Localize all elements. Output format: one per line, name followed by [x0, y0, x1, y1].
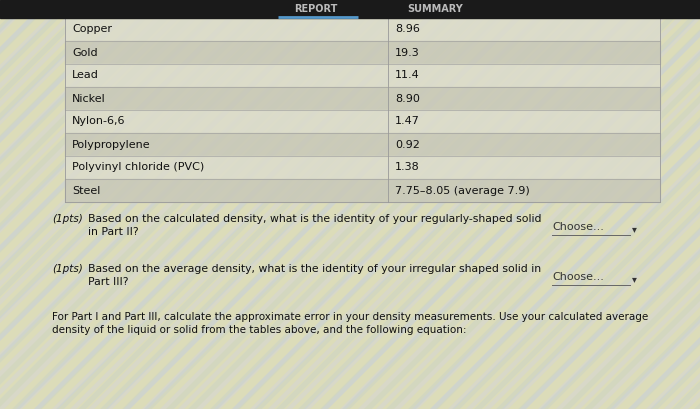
Text: Copper: Copper [72, 25, 112, 34]
Text: Polyvinyl chloride (PVC): Polyvinyl chloride (PVC) [72, 162, 204, 173]
Bar [65, 41, 660, 64]
Text: 8.96: 8.96 [395, 25, 420, 34]
Bar [65, 179, 660, 202]
Bar [65, 110, 660, 133]
Bar [65, 133, 660, 156]
Text: Based on the average density, what is the identity of your irregular shaped soli: Based on the average density, what is th… [88, 264, 541, 274]
Text: For Part I and Part III, calculate the approximate error in your density measure: For Part I and Part III, calculate the a… [52, 312, 648, 322]
Text: ▾: ▾ [632, 224, 637, 234]
Text: Nickel: Nickel [72, 94, 106, 103]
Text: Gold: Gold [72, 47, 97, 58]
Text: Lead: Lead [72, 70, 99, 81]
Text: 1.38: 1.38 [395, 162, 420, 173]
Text: Based on the calculated density, what is the identity of your regularly-shaped s: Based on the calculated density, what is… [88, 214, 542, 224]
Text: SUMMARY: SUMMARY [407, 4, 463, 14]
Bar [65, 87, 660, 110]
Text: 19.3: 19.3 [395, 47, 420, 58]
Text: 11.4: 11.4 [395, 70, 420, 81]
Text: density of the liquid or solid from the tables above, and the following equation: density of the liquid or solid from the … [52, 325, 466, 335]
Bar [65, 64, 660, 87]
Text: (1pts): (1pts) [52, 214, 83, 224]
Bar [0, 0, 700, 18]
Text: Choose...: Choose... [552, 222, 604, 232]
Text: 1.47: 1.47 [395, 117, 420, 126]
Text: 0.92: 0.92 [395, 139, 420, 150]
Bar [65, 156, 660, 179]
Text: 8.90: 8.90 [395, 94, 420, 103]
Bar [65, 18, 660, 41]
Text: Polypropylene: Polypropylene [72, 139, 150, 150]
Text: Choose...: Choose... [552, 272, 604, 282]
Text: in Part II?: in Part II? [88, 227, 139, 237]
Text: 7.75–8.05 (average 7.9): 7.75–8.05 (average 7.9) [395, 186, 530, 196]
Text: REPORT: REPORT [294, 4, 337, 14]
Text: ▾: ▾ [632, 274, 637, 284]
Text: Steel: Steel [72, 186, 100, 196]
Text: (1pts): (1pts) [52, 264, 83, 274]
Text: Nylon-6,6: Nylon-6,6 [72, 117, 125, 126]
Text: Part III?: Part III? [88, 277, 129, 287]
